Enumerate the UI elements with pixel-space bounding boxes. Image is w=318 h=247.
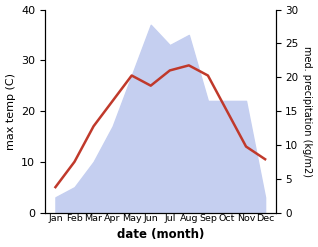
Y-axis label: max temp (C): max temp (C)	[5, 73, 16, 149]
Y-axis label: med. precipitation (kg/m2): med. precipitation (kg/m2)	[302, 45, 313, 177]
X-axis label: date (month): date (month)	[117, 228, 204, 242]
